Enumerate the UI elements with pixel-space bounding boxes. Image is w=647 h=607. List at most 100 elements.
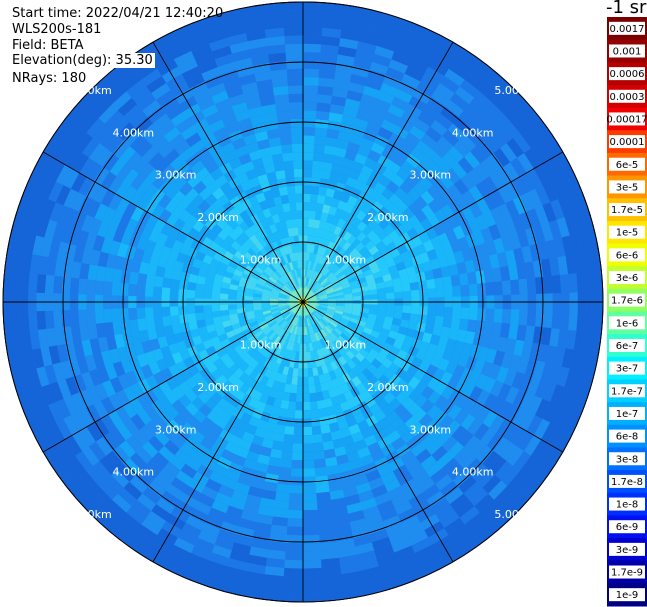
field-cell [175,359,188,373]
field-cell [129,109,149,129]
field-cell [457,47,481,67]
field-cell [377,304,387,312]
field-cell [500,142,518,164]
field-cell [361,16,385,30]
field-cell [557,329,569,350]
field-cell [203,21,226,36]
field-cell [85,421,103,442]
field-cell [73,210,88,230]
field-cell [148,360,161,376]
field-cell [123,201,138,218]
field-cell [344,327,354,335]
field-cell [216,456,232,470]
field-cell [488,253,501,270]
field-cell [346,337,356,347]
field-cell [286,314,294,323]
field-cell [102,206,117,224]
field-cell [42,446,62,470]
field-cell [303,135,316,145]
field-cell [56,343,69,363]
colorbar-tick-label: 1e-7 [616,409,639,420]
field-cell [170,110,189,127]
field-cell [404,415,419,431]
field-cell [223,358,235,369]
field-cell [494,123,514,144]
field-cell [233,326,244,335]
field-cell [284,43,305,53]
field-cell [222,319,232,328]
field-cell [273,499,290,510]
field-cell [380,119,398,134]
field-cell [559,274,570,295]
field-cell [253,296,262,301]
field-cell [387,104,406,119]
field-cell [292,434,303,444]
field-cell [569,292,578,313]
field-cell [342,13,365,26]
field-cell [367,219,379,231]
field-cell [313,313,321,322]
field-cell [48,238,61,259]
field-cell [308,218,315,228]
field-cell [3,290,12,313]
field-cell [326,308,336,313]
field-cell [220,8,244,22]
field-cell [349,280,359,287]
field-cell [109,427,126,446]
field-cell [282,2,305,12]
field-cell [303,143,315,153]
field-cell [243,365,255,377]
field-cell [254,165,267,177]
field-cell [460,284,470,298]
field-cell [468,307,478,321]
field-cell [170,314,180,326]
field-cell [301,559,322,569]
range-ring-grid [2,1,604,603]
field-cell [452,116,472,135]
field-cell [468,487,489,507]
field-cell [254,427,267,439]
field-cell [142,99,162,117]
field-cell [212,463,229,478]
field-cell [377,229,389,241]
field-cell [488,104,509,125]
field-cell [253,306,262,311]
field-cell [224,469,241,483]
field-cell [112,320,123,336]
field-cell [199,436,215,451]
field-cell [216,245,228,257]
field-cell [316,288,325,294]
field-cell [262,574,284,585]
field-cell [165,513,186,531]
field-cell [211,187,226,200]
field-cell [103,280,113,296]
field-cell [283,27,305,36]
field-cell [469,97,490,117]
field-cell [291,279,297,288]
field-cell [409,313,420,323]
field-cell [261,2,284,14]
field-cell [226,558,248,571]
field-cell [526,122,546,145]
field-cell [165,212,179,227]
field-cell [468,185,484,203]
field-cell [333,327,343,336]
field-cell [326,128,341,140]
field-cell [37,254,49,275]
field-cell [447,524,470,543]
field-cell [302,401,311,411]
field-cell [169,154,186,171]
field-cell [205,160,220,174]
field-cell [184,388,198,403]
field-cell [122,457,141,476]
field-cell [303,85,319,95]
field-cell [322,268,330,277]
field-cell [203,304,212,313]
field-cell [296,385,303,394]
field-cell [163,439,180,456]
field-cell [501,308,512,325]
field-cell [321,229,329,240]
field-cell [97,250,110,268]
field-cell [192,500,212,516]
field-cell [201,66,222,82]
